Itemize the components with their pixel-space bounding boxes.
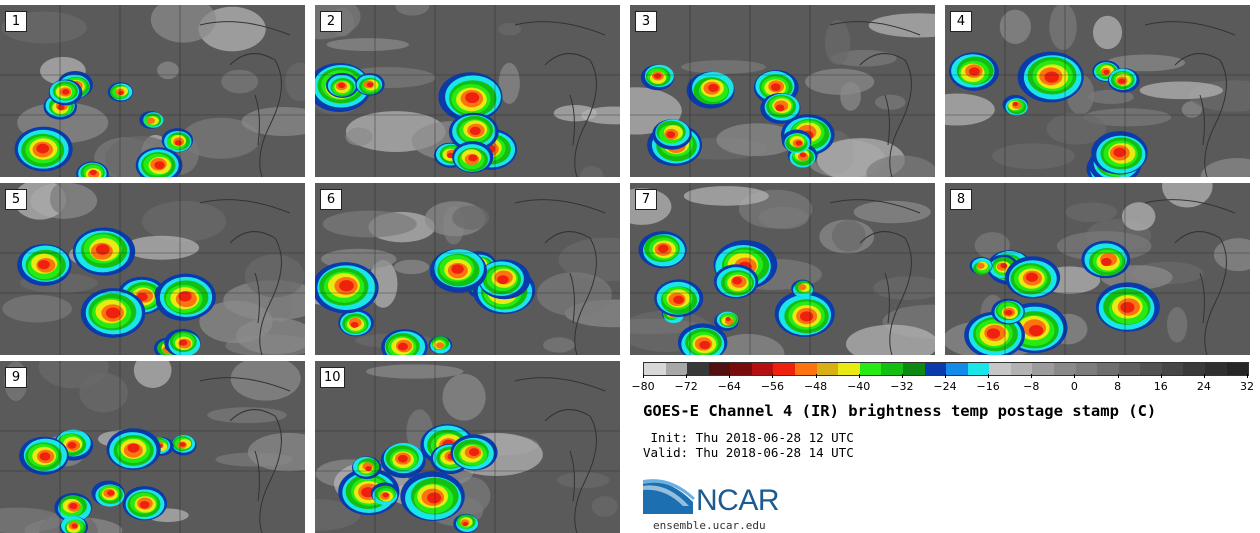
colorbar-tick-mark	[988, 374, 990, 378]
colorbar-tick-label: 16	[1153, 380, 1168, 393]
colorbar-tick-mark	[858, 374, 860, 378]
colorbar-segment	[1161, 363, 1184, 375]
colorbar-segment	[816, 363, 839, 375]
postage-stamp-panel: 9	[0, 361, 305, 533]
panel-number-label: 6	[320, 189, 342, 210]
panel-number-label: 9	[5, 367, 27, 388]
colorbar-tick-label: −56	[760, 380, 785, 393]
postage-stamp-panel: 1	[0, 5, 305, 177]
postage-stamp-panel: 3	[630, 5, 935, 177]
colorbar-segment	[859, 363, 882, 375]
colorbar-tick-mark	[815, 374, 817, 378]
satellite-map	[0, 5, 305, 177]
colorbar-segment	[1053, 363, 1076, 375]
temperature-colorbar	[643, 362, 1249, 376]
colorbar-segment	[773, 363, 796, 375]
colorbar-tick-label: −8	[1023, 380, 1040, 393]
colorbar-segment	[1118, 363, 1141, 375]
colorbar-tick-mark	[1074, 374, 1076, 378]
postage-stamp-panel: 8	[945, 183, 1250, 355]
panel-number-label: 7	[635, 189, 657, 210]
colorbar-tick-label: −72	[674, 380, 698, 393]
valid-time: Valid: Thu 2018-06-28 14 UTC	[643, 445, 854, 460]
postage-stamp-panel: 2	[315, 5, 620, 177]
panel-number-label: 1	[5, 11, 27, 32]
figure-title: GOES-E Channel 4 (IR) brightness temp po…	[643, 402, 1157, 420]
colorbar-tick-mark	[1117, 374, 1119, 378]
colorbar-tick-label: −40	[847, 380, 871, 393]
colorbar-tick-mark	[772, 374, 774, 378]
colorbar-tick-label: −80	[631, 380, 655, 393]
colorbar-segment	[838, 363, 860, 375]
postage-stamp-panel: 6	[315, 183, 620, 355]
colorbar-tick-mark	[945, 374, 946, 378]
colorbar-ticks: −80 −72 −64 −56 −48 −40 −32 −24 −16 −8 0 8 16 24 32	[631, 374, 1254, 394]
panel-number-label: 10	[320, 367, 345, 388]
colorbar-segment	[881, 363, 903, 375]
satellite-map	[630, 183, 935, 355]
colorbar-tick-label: 0	[1070, 380, 1078, 393]
satellite-map	[315, 361, 620, 533]
colorbar-segment	[902, 363, 925, 375]
panel-number-label: 4	[950, 11, 972, 32]
panel-number-label: 5	[5, 189, 27, 210]
website-url: ensemble.ucar.edu	[653, 519, 766, 532]
colorbar-tick-label: −48	[803, 380, 828, 393]
colorbar-segment	[1032, 363, 1054, 375]
colorbar-tick-mark	[686, 374, 688, 378]
satellite-map	[315, 183, 620, 355]
colorbar-tick-mark	[1160, 374, 1162, 378]
satellite-map	[945, 183, 1250, 355]
panel-number-label: 2	[320, 11, 342, 32]
panel-number-label: 3	[635, 11, 657, 32]
colorbar-segment	[1097, 363, 1119, 375]
postage-stamp-panel: 7	[630, 183, 935, 355]
postage-stamp-panel: 10	[315, 361, 620, 533]
colorbar-tick-label: −64	[717, 380, 741, 393]
colorbar-segment	[967, 363, 990, 375]
satellite-map	[630, 5, 935, 177]
satellite-map	[0, 361, 305, 533]
colorbar-tick-label: 8	[1114, 380, 1122, 393]
colorbar-segment	[708, 363, 731, 375]
colorbar-segment	[989, 363, 1011, 375]
colorbar-tick-mark	[1203, 374, 1205, 378]
colorbar-segment	[1226, 363, 1249, 375]
colorbar-segment	[644, 363, 666, 375]
colorbar-segment	[1140, 363, 1162, 375]
satellite-map	[315, 5, 620, 177]
colorbar-tick-label: −16	[976, 380, 1000, 393]
colorbar-segment	[687, 363, 709, 375]
colorbar-segment	[946, 363, 968, 375]
colorbar-tick-mark	[1031, 374, 1033, 378]
colorbar-tick-mark	[643, 374, 644, 378]
postage-stamp-panel: 4	[945, 5, 1250, 177]
colorbar-tick-mark	[1247, 374, 1248, 378]
satellite-map	[0, 183, 305, 355]
init-time: Init: Thu 2018-06-28 12 UTC	[643, 430, 854, 445]
colorbar-segment	[1205, 363, 1227, 375]
colorbar-tick-mark	[901, 374, 903, 378]
colorbar-segment	[751, 363, 774, 375]
colorbar-tick-mark	[729, 374, 731, 378]
colorbar-tick-label: 32	[1240, 380, 1254, 393]
ncar-logo: NCAR	[643, 476, 793, 518]
ncar-logo-text: NCAR	[696, 484, 780, 517]
postage-stamp-panel: 5	[0, 183, 305, 355]
colorbar-segment	[730, 363, 752, 375]
colorbar-segment	[924, 363, 947, 375]
ncar-logo-icon	[643, 479, 695, 514]
colorbar-segment	[665, 363, 688, 375]
colorbar-segment	[795, 363, 817, 375]
colorbar-tick-label: −32	[890, 380, 914, 393]
colorbar-tick-label: −24	[933, 380, 957, 393]
panel-number-label: 8	[950, 189, 972, 210]
colorbar-segment	[1183, 363, 1206, 375]
colorbar-segment	[1010, 363, 1033, 375]
satellite-map	[945, 5, 1250, 177]
colorbar-segment	[1075, 363, 1098, 375]
colorbar-tick-label: 24	[1196, 380, 1211, 393]
